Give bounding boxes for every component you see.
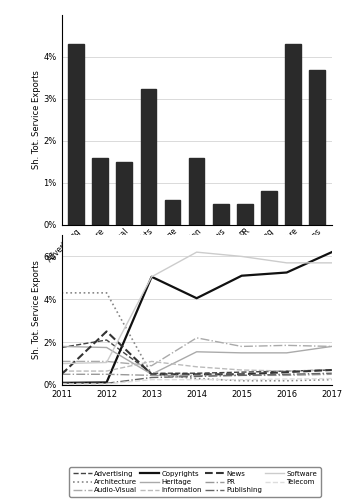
Bar	[68, 44, 84, 225]
Bar	[141, 88, 156, 225]
Bar	[285, 44, 301, 225]
Bar	[92, 158, 108, 225]
Bar	[116, 162, 132, 225]
Bar	[189, 158, 205, 225]
Y-axis label: Sh. Tot. Service Exports: Sh. Tot. Service Exports	[31, 70, 41, 170]
Bar	[237, 204, 253, 225]
Bar	[310, 70, 325, 225]
Bar	[213, 204, 228, 225]
Bar	[261, 192, 277, 225]
Y-axis label: Sh. Tot. Service Exports: Sh. Tot. Service Exports	[31, 260, 41, 360]
Legend: Advertising, Architecture, Audio-Visual, Copyrights, Heritage, Information, News: Advertising, Architecture, Audio-Visual,…	[69, 468, 321, 496]
Bar	[165, 200, 180, 225]
